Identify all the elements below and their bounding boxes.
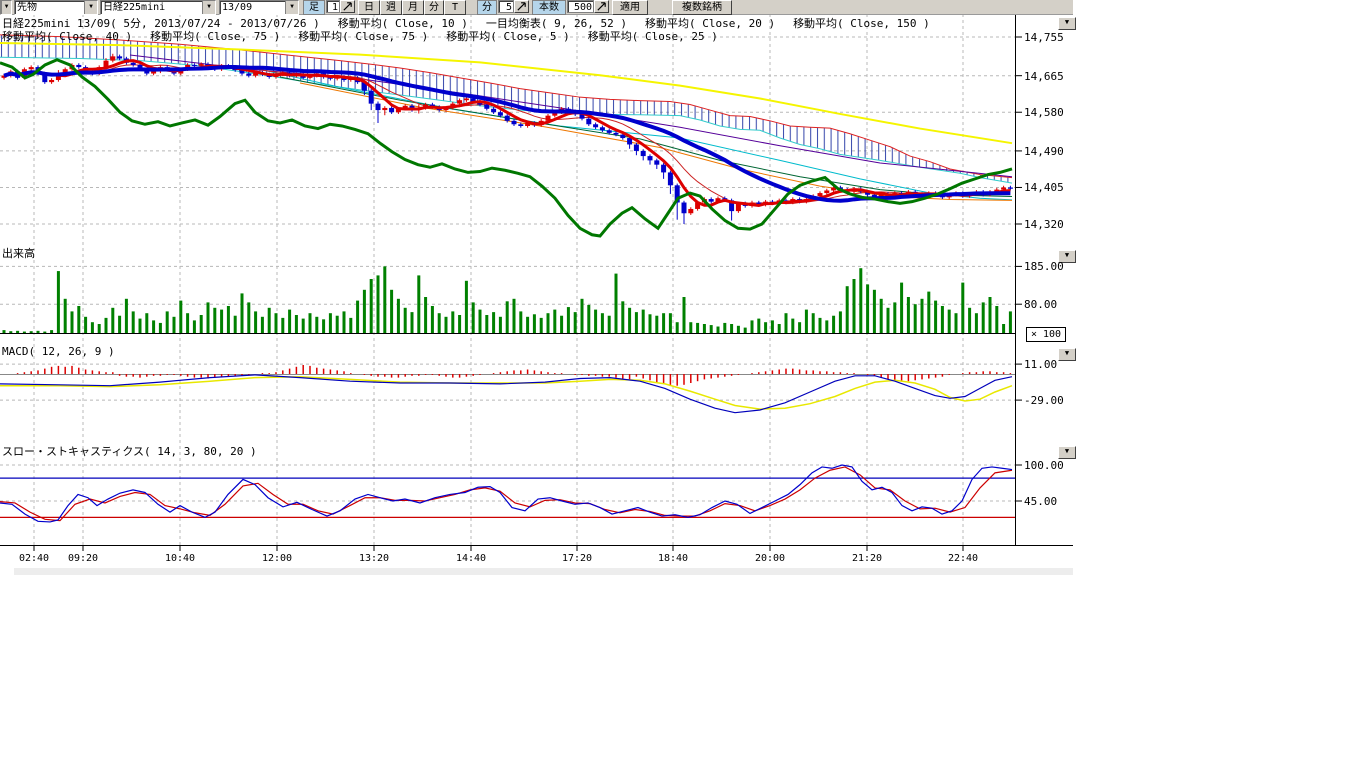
y-axis-label: 100.00	[1024, 459, 1064, 472]
contract-month-select[interactable]: 13/09 ▼	[219, 0, 299, 15]
period-daily-button[interactable]: 日	[358, 0, 380, 15]
toolbar: ▼ 先物 ▼ 日経225mini ▼ 13/09 ▼ 足 1 日 週 月 分 T…	[0, 0, 1073, 15]
x-axis-label: 21:20	[847, 553, 887, 564]
legend-ma25: 移動平均( Close, 25 )	[588, 30, 718, 43]
macd-pane-label: MACD( 12, 26, 9 )	[2, 345, 115, 358]
category-select[interactable]: 先物 ▼	[14, 0, 98, 15]
y-axis-label: 14,665	[1024, 70, 1064, 83]
stochastics-pane-menu-button[interactable]: ▼	[1058, 446, 1076, 459]
minute-value: 5	[498, 0, 514, 13]
chart-canvas[interactable]	[0, 0, 1074, 553]
horizontal-scrollbar[interactable]	[14, 568, 1073, 575]
x-axis-label: 13:20	[354, 553, 394, 564]
period-weekly-button[interactable]: 週	[380, 0, 402, 15]
bar-count-label: 本数	[532, 0, 566, 15]
x-axis-label: 14:40	[451, 553, 491, 564]
y-axis-label: 14,490	[1024, 145, 1064, 158]
x-axis-label: 10:40	[160, 553, 200, 564]
volume-pane-label: 出来高	[2, 245, 35, 261]
x-axis-label: 20:00	[750, 553, 790, 564]
x-axis-label: 02:40	[14, 553, 54, 564]
spin-diagonal-arrow-icon[interactable]	[594, 0, 609, 13]
y-axis-label: 14,580	[1024, 106, 1064, 119]
spin-diagonal-arrow-icon[interactable]	[514, 0, 529, 13]
stochastics-pane-label: スロー・ストキャスティクス( 14, 3, 80, 20 )	[2, 443, 257, 459]
contract-month-select-value: 13/09	[220, 1, 285, 14]
y-axis-label: 14,320	[1024, 218, 1064, 231]
y-axis-label: 80.00	[1024, 298, 1057, 311]
category-select-value: 先物	[15, 1, 84, 14]
chevron-down-icon: ▼	[285, 1, 298, 14]
x-axis-label: 22:40	[943, 553, 983, 564]
charting-app-window: ▼ 先物 ▼ 日経225mini ▼ 13/09 ▼ 足 1 日 週 月 分 T…	[0, 0, 1366, 768]
chevron-down-icon: ▼	[202, 1, 215, 14]
y-axis-label: 11.00	[1024, 358, 1057, 371]
bar-count-value: 500	[567, 0, 594, 13]
y-axis-label: 14,405	[1024, 181, 1064, 194]
y-axis-label: 14,755	[1024, 31, 1064, 44]
instrument-select-value: 日経225mini	[101, 1, 202, 14]
spin-diagonal-arrow-icon[interactable]	[340, 0, 355, 13]
minute-unit-toggle[interactable]: 分	[477, 0, 497, 15]
macd-pane-menu-button[interactable]: ▼	[1058, 348, 1076, 361]
legend-ma5: 移動平均( Close, 5 )	[446, 30, 569, 43]
instrument-select[interactable]: 日経225mini ▼	[100, 0, 216, 15]
chevron-down-icon: ▼	[1, 1, 11, 14]
multi-symbol-button[interactable]: 複数銘柄	[672, 0, 732, 15]
y-axis-label: 45.00	[1024, 495, 1057, 508]
bar-interval-stepper[interactable]: 1	[326, 0, 355, 13]
bar-type-toggle[interactable]: 足	[303, 0, 325, 15]
legend-ma150: 移動平均( Close, 150 )	[793, 17, 930, 30]
bar-interval-value: 1	[326, 0, 340, 13]
period-monthly-button[interactable]: 月	[402, 0, 424, 15]
volume-multiplier-badge: × 100	[1026, 327, 1066, 342]
legend-row-2: 移動平均( Close, 40 ) 移動平均( Close, 75 ) 移動平均( …	[2, 28, 736, 44]
period-minute-button[interactable]: 分	[424, 0, 444, 15]
bar-count-stepper[interactable]: 500	[567, 0, 609, 13]
x-axis-label: 12:00	[257, 553, 297, 564]
x-axis-label: 17:20	[557, 553, 597, 564]
apply-button[interactable]: 適用	[612, 0, 648, 15]
x-axis-label: 18:40	[653, 553, 693, 564]
combo-fragment[interactable]: ▼	[0, 0, 12, 15]
minute-value-stepper[interactable]: 5	[498, 0, 529, 13]
y-axis-label: -29.00	[1024, 394, 1064, 407]
y-axis-label: 185.00	[1024, 260, 1064, 273]
x-axis-label: 09:20	[63, 553, 103, 564]
chevron-down-icon: ▼	[84, 1, 97, 14]
main-pane-menu-button[interactable]: ▼	[1058, 17, 1076, 30]
legend-ma40: 移動平均( Close, 40 )	[2, 30, 132, 43]
legend-ma75a: 移動平均( Close, 75 )	[150, 30, 280, 43]
period-tick-button[interactable]: T	[444, 0, 466, 15]
legend-ma75b: 移動平均( Close, 75 )	[298, 30, 428, 43]
